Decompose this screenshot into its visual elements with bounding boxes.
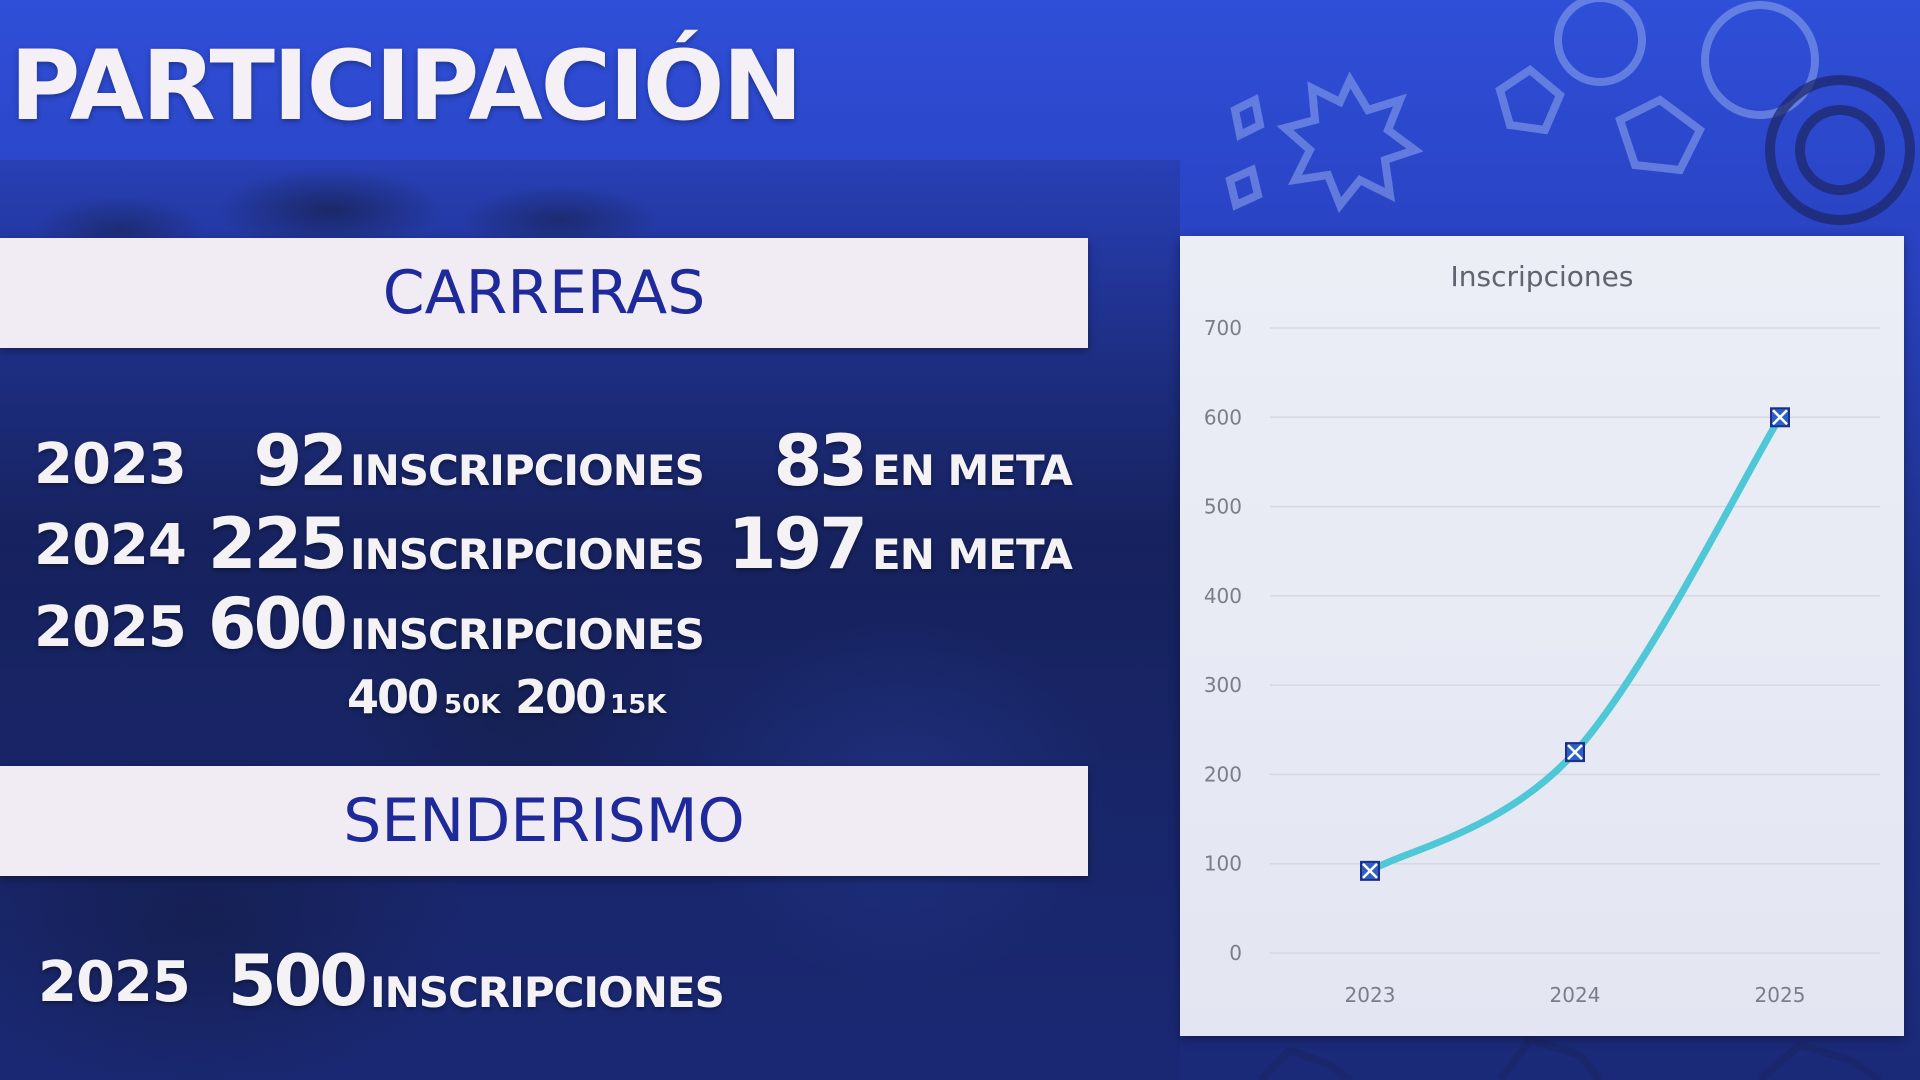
line-chart: Inscripciones 0 100 200 300 400 500 600 700 202… <box>1204 260 1880 1007</box>
senderismo-row-year: 2025 <box>38 950 191 1015</box>
slide-title: PARTICIPACIÓN <box>10 30 803 142</box>
y-tick-label: 500 <box>1204 495 1242 519</box>
y-tick-label: 0 <box>1229 941 1242 965</box>
y-tick-label: 600 <box>1204 405 1242 429</box>
chart-panel: Inscripciones 0 100 200 300 400 500 600 700 202… <box>1180 236 1904 1036</box>
data-point-marker <box>1360 860 1380 881</box>
y-tick-label: 200 <box>1204 762 1242 786</box>
carreras-row-inscripciones-label: INSCRIPCIONES <box>350 530 705 579</box>
chart-title: Inscripciones <box>1451 260 1634 293</box>
senderismo-heading: SENDERISMO <box>0 766 1088 876</box>
decorative-pattern <box>1225 0 1915 225</box>
x-tick-label: 2024 <box>1550 983 1601 1007</box>
senderismo-row-inscripciones-label: INSCRIPCIONES <box>370 968 725 1017</box>
carreras-row-year: 2025 <box>34 595 187 660</box>
carreras-row-inscripciones-label: INSCRIPCIONES <box>350 610 705 659</box>
carreras-row-year: 2023 <box>34 432 187 497</box>
decorative-pattern-bottom <box>1257 1035 1883 1080</box>
breakdown-value: 200 <box>515 670 607 724</box>
carreras-row-meta-value: 83 <box>773 420 868 502</box>
carreras-row-year: 2024 <box>34 513 187 578</box>
y-tick-label: 700 <box>1204 316 1242 340</box>
y-tick-label: 300 <box>1204 673 1242 697</box>
series-line <box>1366 413 1784 875</box>
carreras-row-meta-value: 197 <box>727 503 868 585</box>
breakdown-unit: 50K <box>444 690 501 720</box>
data-point-marker <box>1770 407 1790 428</box>
carreras-row-inscripciones-value: 92 <box>253 420 348 502</box>
carreras-row-inscripciones-value: 600 <box>207 583 348 665</box>
y-tick-label: 400 <box>1204 584 1242 608</box>
carreras-row-inscripciones-label: INSCRIPCIONES <box>350 446 705 495</box>
data-point-marker <box>1565 742 1585 763</box>
carreras-row-meta-label: EN META <box>872 530 1073 579</box>
y-tick-label: 100 <box>1204 852 1242 876</box>
breakdown-value: 400 <box>347 670 439 724</box>
x-tick-label: 2025 <box>1755 983 1806 1007</box>
carreras-row-inscripciones-value: 225 <box>207 503 348 585</box>
carreras-heading: CARRERAS <box>0 238 1088 348</box>
carreras-heading-label: CARRERAS <box>382 258 706 328</box>
breakdown-unit: 15K <box>610 690 667 720</box>
senderismo-row-inscripciones-value: 500 <box>227 940 368 1022</box>
x-tick-label: 2023 <box>1345 983 1396 1007</box>
carreras-row-meta-label: EN META <box>872 446 1073 495</box>
senderismo-heading-label: SENDERISMO <box>343 786 745 856</box>
